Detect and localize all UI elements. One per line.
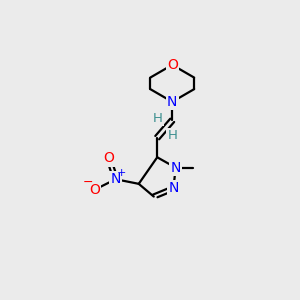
Text: N: N bbox=[110, 172, 121, 186]
Text: O: O bbox=[103, 152, 114, 165]
Text: N: N bbox=[167, 95, 177, 109]
Text: +: + bbox=[117, 168, 126, 178]
Text: N: N bbox=[168, 182, 178, 196]
Text: −: − bbox=[83, 176, 93, 189]
Text: N: N bbox=[170, 161, 181, 175]
Text: O: O bbox=[167, 58, 178, 72]
Text: O: O bbox=[89, 183, 100, 196]
Text: H: H bbox=[167, 129, 177, 142]
Text: H: H bbox=[153, 112, 163, 124]
